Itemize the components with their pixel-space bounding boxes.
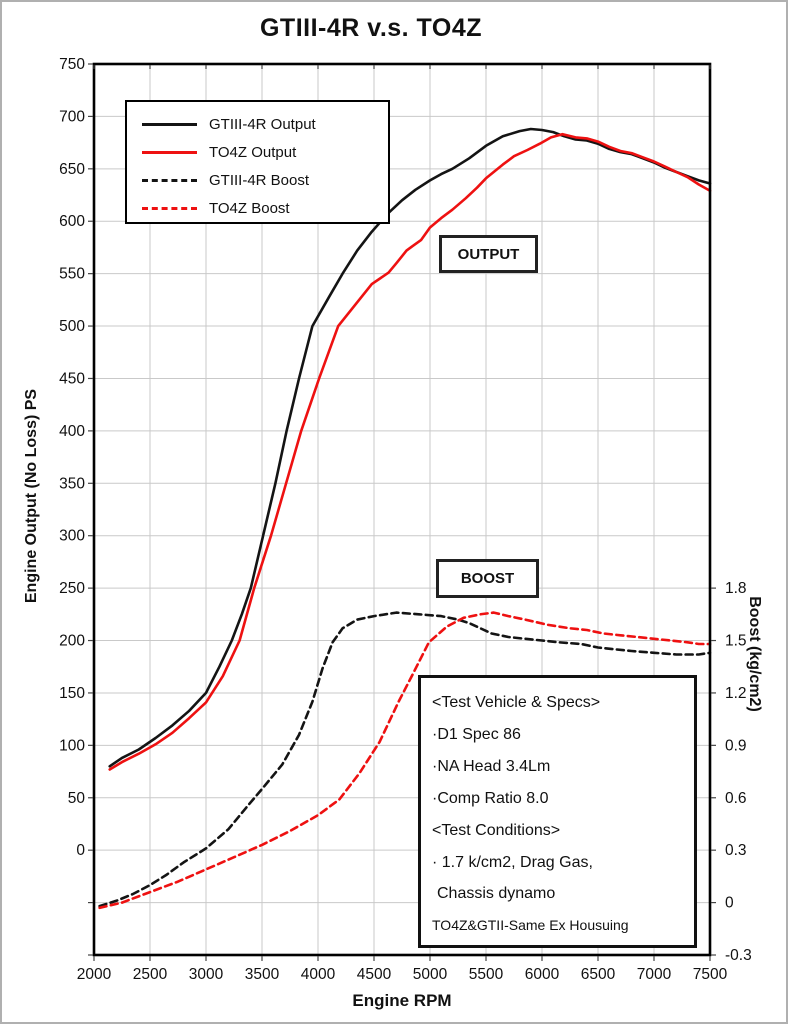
left-y-tick-label: 200 — [59, 633, 85, 650]
left-y-tick-label: 250 — [59, 580, 85, 597]
chart-title: GTIII-4R v.s. TO4Z — [259, 14, 482, 42]
x-tick-label: 5500 — [469, 966, 504, 983]
left-y-tick-label: 500 — [59, 318, 85, 335]
legend-item-gtiii4r-boost: GTIII-4R Boost — [127, 167, 388, 194]
x-tick-label: 4000 — [301, 966, 336, 983]
legend-label: GTIII-4R Boost — [209, 172, 310, 189]
legend-item-to4z-boost: TO4Z Boost — [127, 195, 388, 222]
series-curve-to4z-output — [108, 132, 712, 771]
left-y-axis-title: Engine Output (No Loss) PS — [23, 388, 40, 604]
right-y-tick-label: 0.9 — [725, 737, 747, 754]
x-tick-label: 2000 — [77, 966, 112, 983]
left-y-tick-label: 400 — [59, 423, 85, 440]
legend-line-sample-solid-black — [142, 123, 197, 126]
right-y-tick-label: 1.5 — [725, 633, 747, 650]
legend-line-sample-solid-red — [142, 151, 197, 154]
right-y-axis-title: Boost (kg/cm2) — [746, 596, 763, 712]
left-y-tick-label: 100 — [59, 737, 85, 754]
specs-line-chassis-dynamo: Chassis dynamo — [437, 885, 556, 902]
x-tick-label: 2500 — [133, 966, 168, 983]
left-y-tick-label: 600 — [59, 213, 85, 230]
x-axis-title: Engine RPM — [352, 991, 452, 1010]
output-callout-box: OUTPUT — [439, 235, 538, 273]
legend-line-sample-dashed-black — [142, 179, 197, 182]
series-curve-gtiii-4r-boost — [98, 611, 712, 908]
specs-line-boost-fuel: · 1.7 k/cm2, Drag Gas, — [432, 854, 593, 871]
output-callout-label: OUTPUT — [457, 245, 520, 263]
left-y-tick-label: 650 — [59, 161, 85, 178]
x-tick-label: 7500 — [693, 966, 728, 983]
right-y-tick-label: 1.8 — [725, 580, 747, 597]
axis-frame — [92, 62, 712, 957]
right-y-tick-label: -0.3 — [725, 947, 752, 964]
left-y-tick-label: 450 — [59, 370, 85, 387]
x-tick-label: 6500 — [581, 966, 616, 983]
x-tick-label: 5000 — [413, 966, 448, 983]
right-y-tick-label: 0 — [725, 895, 734, 912]
specs-line-na-head: ·NA Head 3.4Lm — [432, 758, 551, 775]
specs-line-housing-note: TO4Z&GTII-Same Ex Housuing — [432, 917, 629, 933]
right-y-tick-label: 1.2 — [725, 685, 747, 702]
specs-line-heading-conditions: <Test Conditions> — [432, 822, 561, 839]
legend-item-gtiii4r-output: GTIII-4R Output — [127, 111, 388, 138]
specs-line-d1-spec: ·D1 Spec 86 — [432, 726, 521, 743]
specs-line-comp-ratio: ·Comp Ratio 8.0 — [432, 790, 549, 807]
series-curve-to4z-boost — [98, 611, 712, 910]
specs-line-heading-vehicle: <Test Vehicle & Specs> — [432, 694, 601, 711]
x-tick-label: 6000 — [525, 966, 560, 983]
left-y-tick-label: 750 — [59, 56, 85, 73]
x-tick-label: 4500 — [357, 966, 392, 983]
chart-legend: GTIII-4R Output TO4Z Output GTIII-4R Boo… — [125, 100, 390, 224]
boost-callout-label: BOOST — [460, 570, 515, 587]
legend-label: GTIII-4R Output — [209, 116, 316, 133]
x-tick-label: 3500 — [245, 966, 280, 983]
left-y-tick-label: 0 — [76, 842, 85, 859]
boost-callout-box: BOOST — [436, 559, 539, 598]
left-y-tick-label: 700 — [59, 108, 85, 125]
legend-line-sample-dashed-red — [142, 207, 197, 210]
legend-label: TO4Z Boost — [209, 200, 290, 217]
right-y-tick-label: 0.6 — [725, 790, 747, 807]
x-tick-label: 7000 — [637, 966, 672, 983]
legend-item-to4z-output: TO4Z Output — [127, 139, 388, 166]
series-curve-gtiii-4r-output — [108, 127, 712, 768]
left-y-tick-label: 150 — [59, 685, 85, 702]
left-y-tick-label: 300 — [59, 528, 85, 545]
left-y-tick-label: 50 — [68, 790, 86, 807]
left-y-tick-label: 550 — [59, 266, 85, 283]
legend-label: TO4Z Output — [209, 144, 297, 161]
left-y-tick-label: 350 — [59, 475, 85, 492]
test-specs-box: <Test Vehicle & Specs> ·D1 Spec 86 ·NA H… — [418, 675, 697, 948]
right-y-tick-label: 0.3 — [725, 842, 747, 859]
x-tick-label: 3000 — [189, 966, 224, 983]
